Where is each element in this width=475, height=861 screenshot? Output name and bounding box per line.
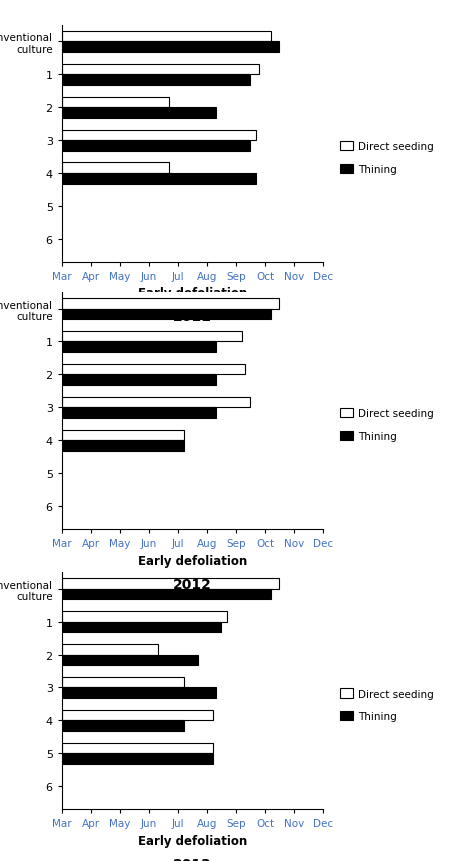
Bar — [62, 331, 242, 342]
Bar — [62, 397, 250, 408]
X-axis label: Early defoliation: Early defoliation — [138, 288, 247, 300]
Bar — [62, 677, 184, 688]
Bar — [62, 299, 279, 309]
Bar — [62, 130, 256, 141]
Legend: Direct seeding, Thining: Direct seeding, Thining — [336, 684, 438, 726]
Bar — [62, 579, 279, 589]
Bar — [62, 32, 271, 42]
Bar — [62, 654, 198, 666]
Bar — [62, 364, 245, 375]
Text: 2011: 2011 — [173, 310, 212, 324]
Bar — [62, 309, 271, 319]
Bar — [62, 97, 169, 108]
Bar — [62, 408, 216, 418]
Bar — [62, 75, 250, 86]
Text: 2013: 2013 — [173, 857, 212, 861]
Bar — [62, 753, 213, 764]
Bar — [62, 430, 184, 441]
Legend: Direct seeding, Thining: Direct seeding, Thining — [336, 138, 438, 179]
X-axis label: Early defoliation: Early defoliation — [138, 554, 247, 567]
Bar — [62, 644, 158, 654]
Bar — [62, 164, 169, 174]
Legend: Direct seeding, Thining: Direct seeding, Thining — [336, 405, 438, 446]
Bar — [62, 441, 184, 451]
Bar — [62, 65, 259, 75]
Bar — [62, 710, 213, 721]
Bar — [62, 589, 271, 599]
Bar — [62, 611, 227, 622]
Bar — [62, 108, 216, 119]
Bar — [62, 622, 221, 633]
Bar — [62, 688, 216, 698]
Bar — [62, 174, 256, 184]
Bar — [62, 375, 216, 386]
Text: 2012: 2012 — [173, 577, 212, 591]
X-axis label: Early defoliation: Early defoliation — [138, 834, 247, 847]
Bar — [62, 721, 184, 731]
Bar — [62, 342, 216, 353]
Bar — [62, 42, 279, 53]
Bar — [62, 743, 213, 753]
Bar — [62, 141, 250, 152]
